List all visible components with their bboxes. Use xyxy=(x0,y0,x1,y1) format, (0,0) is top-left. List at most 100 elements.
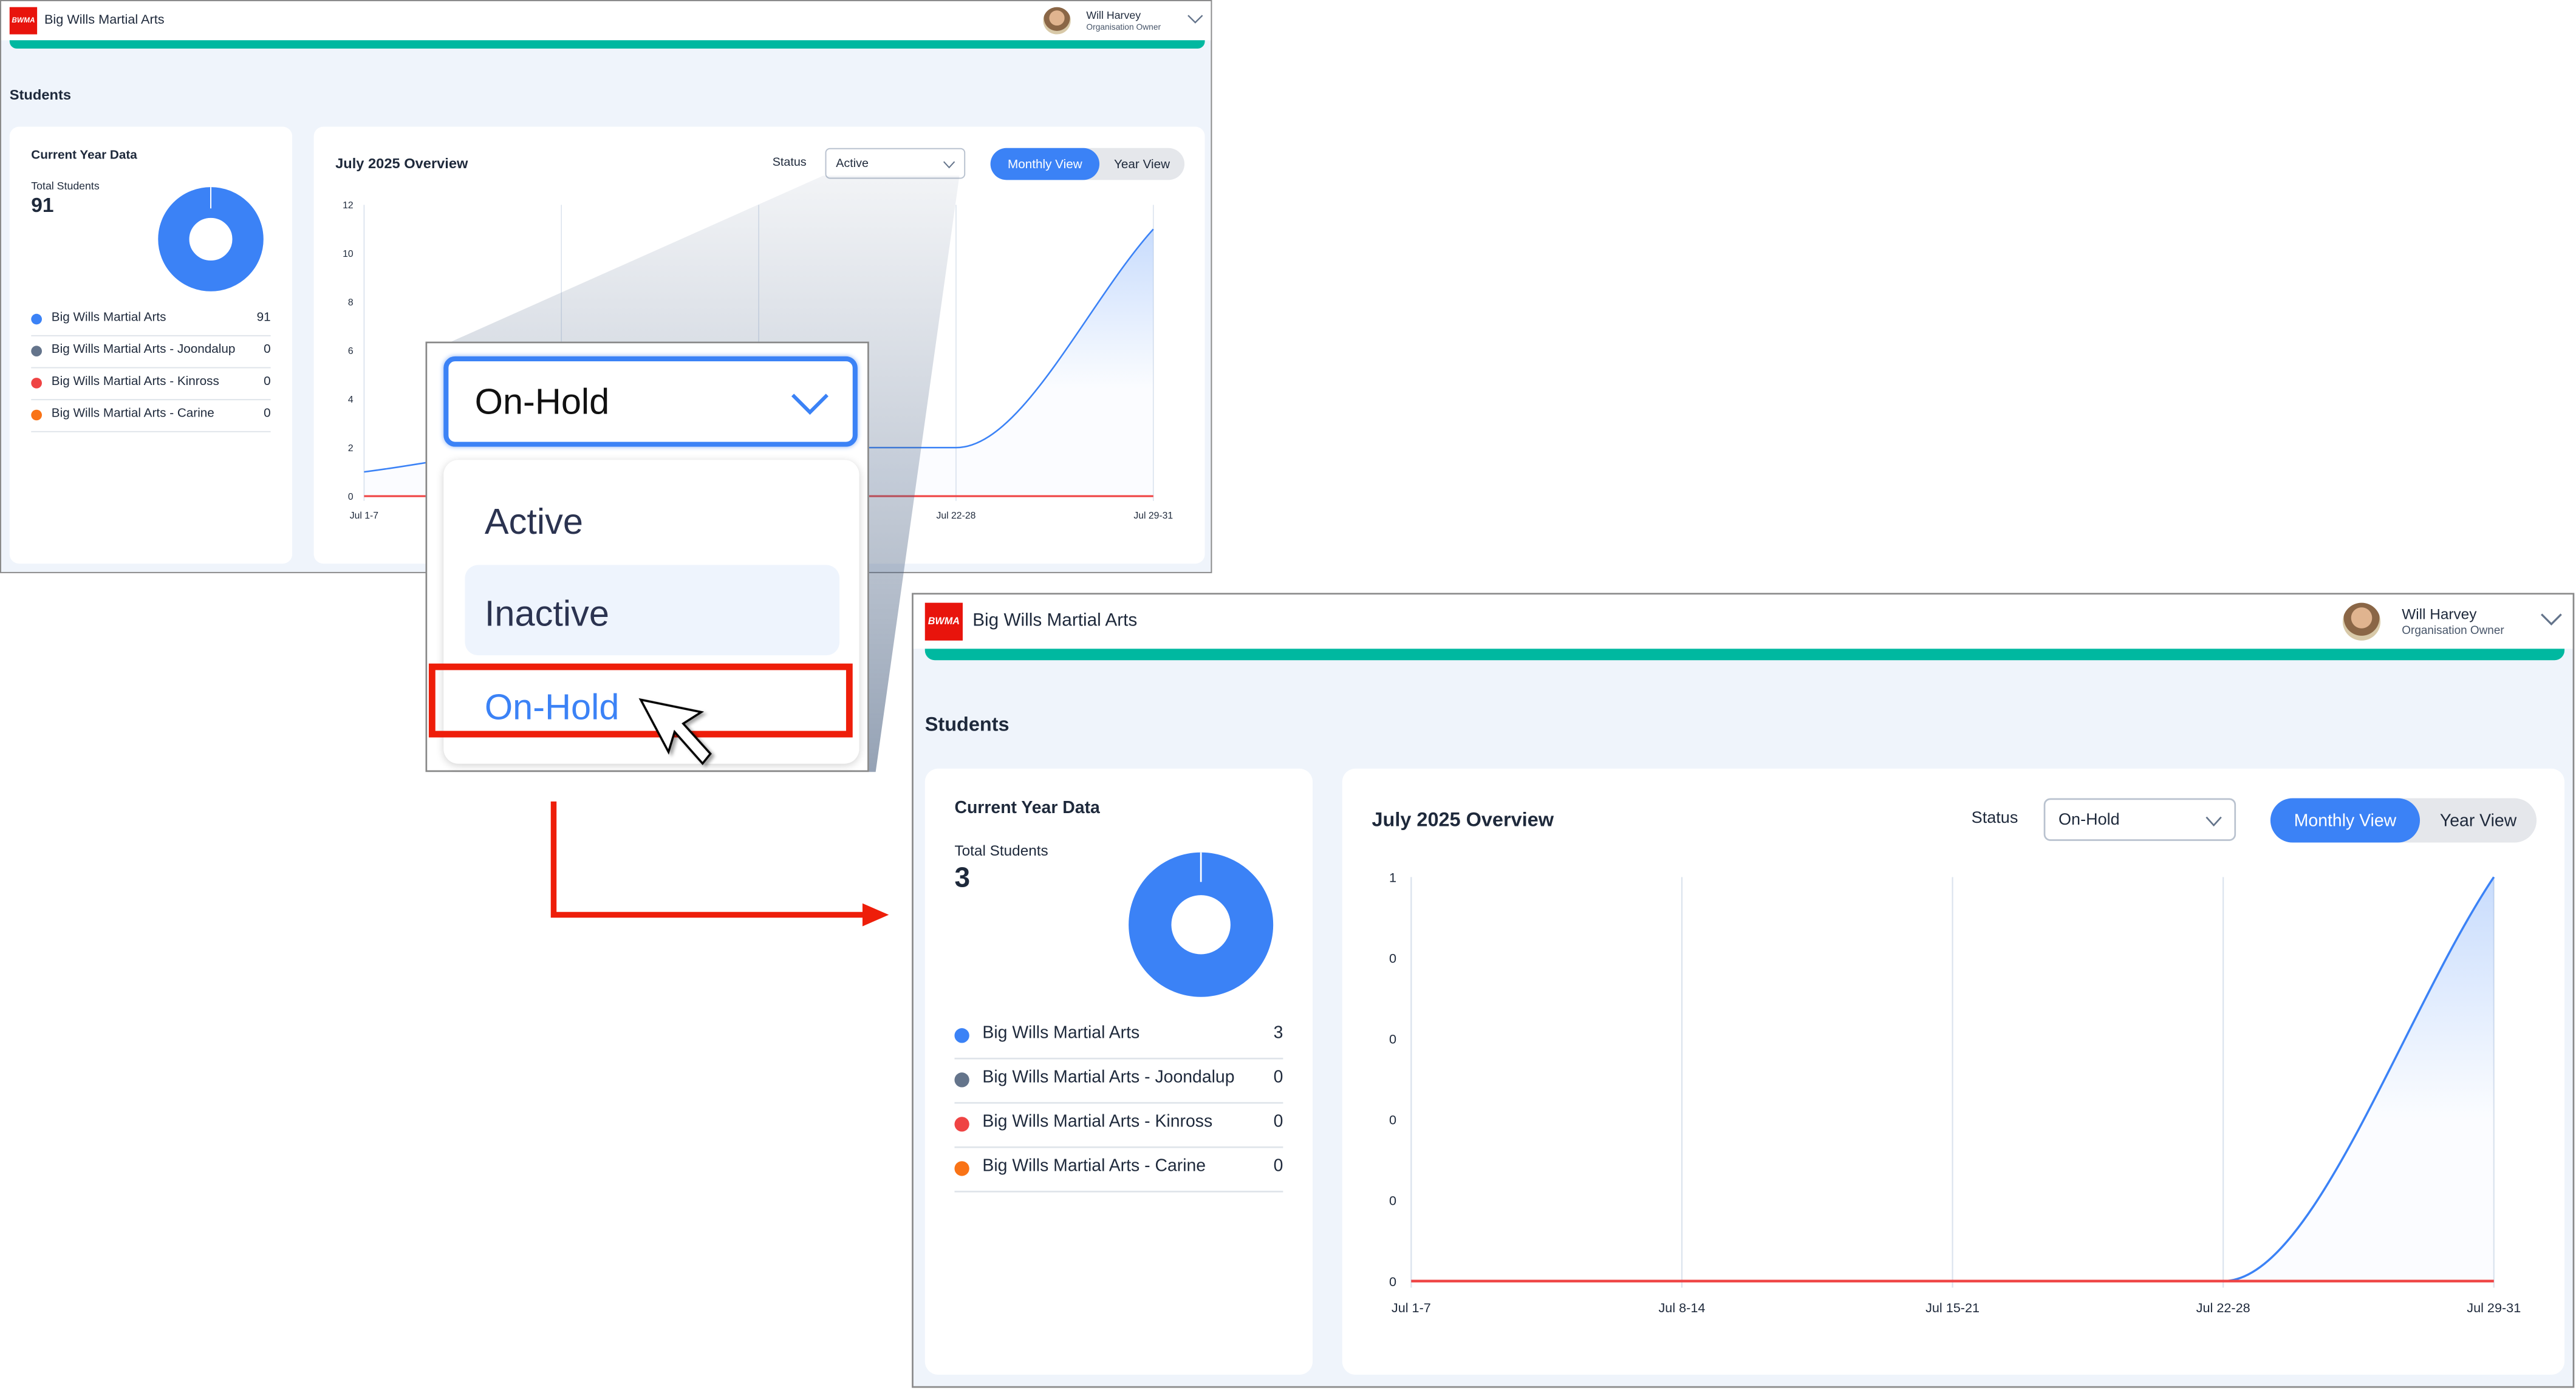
status-label: Status xyxy=(1971,809,2018,828)
avatar[interactable] xyxy=(2342,602,2381,641)
y-tick-label: 0 xyxy=(348,492,354,502)
legend-label: Big Wills Martial Arts - Carine xyxy=(51,406,214,421)
legend-value: 0 xyxy=(1273,1112,1283,1132)
x-tick-label: Jul 15-21 xyxy=(1925,1300,1980,1315)
series-area xyxy=(1411,877,2494,1281)
legend-value: 0 xyxy=(1273,1156,1283,1176)
legend-row: Big Wills Martial Arts - Joondalup 0 xyxy=(31,336,271,369)
chevron-down-icon xyxy=(943,161,955,169)
status-select-value: On-Hold xyxy=(2058,811,2120,829)
total-students-label: Total Students xyxy=(954,842,1048,859)
year-view-button[interactable]: Year View xyxy=(1113,157,1170,171)
x-tick-label: Jul 22-28 xyxy=(2196,1300,2250,1315)
legend-dot xyxy=(954,1161,969,1176)
legend-label: Big Wills Martial Arts - Carine xyxy=(982,1156,1206,1176)
card-title: Current Year Data xyxy=(954,798,1100,818)
user-role: Organisation Owner xyxy=(1086,24,1161,32)
legend-row: Big Wills Martial Arts - Joondalup 0 xyxy=(954,1060,1283,1104)
total-students-label: Total Students xyxy=(31,180,100,192)
legend-label: Big Wills Martial Arts - Joondalup xyxy=(982,1068,1235,1088)
y-tick-label: 0 xyxy=(1389,1193,1396,1208)
chevron-down-icon xyxy=(2205,816,2222,827)
legend-value: 0 xyxy=(264,342,271,356)
status-select[interactable]: On-Hold xyxy=(2043,798,2236,841)
y-tick-label: 4 xyxy=(348,395,354,405)
legend-label: Big Wills Martial Arts - Kinross xyxy=(982,1112,1213,1132)
overview-title: July 2025 Overview xyxy=(1372,808,1554,831)
legend-value: 91 xyxy=(256,310,271,325)
org-name: Big Wills Martial Arts xyxy=(972,611,1138,631)
line-chart: Jul 1-7 Jul 8-14 Jul 15-21 Jul 22-28 Jul 29-… xyxy=(1389,870,2521,1315)
year-view-button[interactable]: Year View xyxy=(2439,810,2517,831)
legend-label: Big Wills Martial Arts - Joondalup xyxy=(51,342,236,356)
progress-accent-bar xyxy=(9,40,1205,49)
x-tick-label: Jul 29-31 xyxy=(2467,1300,2521,1315)
page-title: Students xyxy=(9,86,72,103)
legend-dot xyxy=(954,1072,969,1088)
status-select-value: Active xyxy=(836,157,869,171)
total-students-value: 3 xyxy=(954,862,971,894)
x-tick-label: Jul 22-28 xyxy=(937,511,976,521)
current-year-card: Current Year Data Total Students 91 Big … xyxy=(9,126,293,564)
x-tick-label: Jul 1-7 xyxy=(1392,1300,1431,1315)
y-tick-label: 0 xyxy=(1389,1032,1396,1047)
legend-label: Big Wills Martial Arts - Kinross xyxy=(51,374,219,389)
legend-dot xyxy=(31,313,43,325)
legend-row: Big Wills Martial Arts 3 xyxy=(954,1015,1283,1060)
bwma-logo[interactable]: BWMA xyxy=(924,602,963,641)
app-header: BWMA Big Wills Martial Arts Will Harvey … xyxy=(913,594,2573,649)
legend-dot xyxy=(954,1028,969,1043)
legend-value: 0 xyxy=(264,374,271,389)
x-tick-label: Jul 1-7 xyxy=(350,511,378,521)
user-role: Organisation Owner xyxy=(2402,625,2504,638)
legend-dot xyxy=(31,409,43,421)
selected-value: On-Hold xyxy=(474,381,610,423)
legend-dot xyxy=(954,1117,969,1132)
monthly-view-button[interactable]: Monthly View xyxy=(990,148,1100,180)
chevron-down-icon[interactable] xyxy=(2540,611,2563,627)
status-label: Status xyxy=(772,156,807,169)
bwma-logo[interactable]: BWMA xyxy=(9,7,38,35)
card-title: Current Year Data xyxy=(31,148,137,163)
y-tick-label: 6 xyxy=(348,346,354,356)
y-tick-label: 0 xyxy=(1389,951,1396,966)
user-name: Will Harvey xyxy=(1086,9,1141,22)
highlight-box xyxy=(428,663,853,738)
view-toggle: Monthly View Year View xyxy=(990,148,1185,180)
avatar[interactable] xyxy=(1043,7,1071,35)
y-tick-label: 0 xyxy=(1389,1112,1396,1128)
y-tick-label: 12 xyxy=(343,200,354,211)
x-tick-label: Jul 8-14 xyxy=(1658,1300,1705,1315)
monthly-view-button[interactable]: Monthly View xyxy=(2270,798,2421,843)
y-tick-label: 2 xyxy=(348,443,354,454)
total-students-value: 91 xyxy=(31,194,54,217)
legend-row: Big Wills Martial Arts - Kinross 0 xyxy=(954,1104,1283,1148)
org-name: Big Wills Martial Arts xyxy=(44,13,165,27)
y-tick-label: 10 xyxy=(343,249,354,259)
option-inactive[interactable]: Inactive xyxy=(465,565,840,656)
option-active[interactable]: Active xyxy=(484,500,583,542)
legend-row: Big Wills Martial Arts - Kinross 0 xyxy=(31,368,271,401)
y-tick-label: 1 xyxy=(1389,870,1396,885)
legend-value: 0 xyxy=(1273,1068,1283,1088)
app-header: BWMA Big Wills Martial Arts Will Harvey … xyxy=(1,1,1211,41)
legend-dot xyxy=(31,378,43,389)
legend-value: 3 xyxy=(1273,1023,1283,1043)
view-toggle: Monthly View Year View xyxy=(2270,798,2537,843)
page-title: Students xyxy=(924,712,1010,736)
x-tick-label: Jul 29-31 xyxy=(1133,511,1173,521)
legend-value: 0 xyxy=(264,406,271,421)
current-year-card: Current Year Data Total Students 3 Big W… xyxy=(924,768,1313,1375)
legend-row: Big Wills Martial Arts - Carine 0 xyxy=(31,400,271,432)
user-name: Will Harvey xyxy=(2402,606,2477,623)
screenshot-after: BWMA Big Wills Martial Arts Will Harvey … xyxy=(912,593,2575,1388)
overview-title: July 2025 Overview xyxy=(335,155,468,172)
legend-label: Big Wills Martial Arts xyxy=(982,1023,1140,1043)
legend-label: Big Wills Martial Arts xyxy=(51,310,166,325)
chevron-down-icon[interactable] xyxy=(1187,13,1204,25)
chevron-down-icon xyxy=(791,393,828,415)
status-select-zoomed[interactable]: On-Hold xyxy=(443,356,858,447)
logo-text: BWMA xyxy=(928,616,960,627)
option-on-hold[interactable]: On-Hold xyxy=(484,686,620,728)
